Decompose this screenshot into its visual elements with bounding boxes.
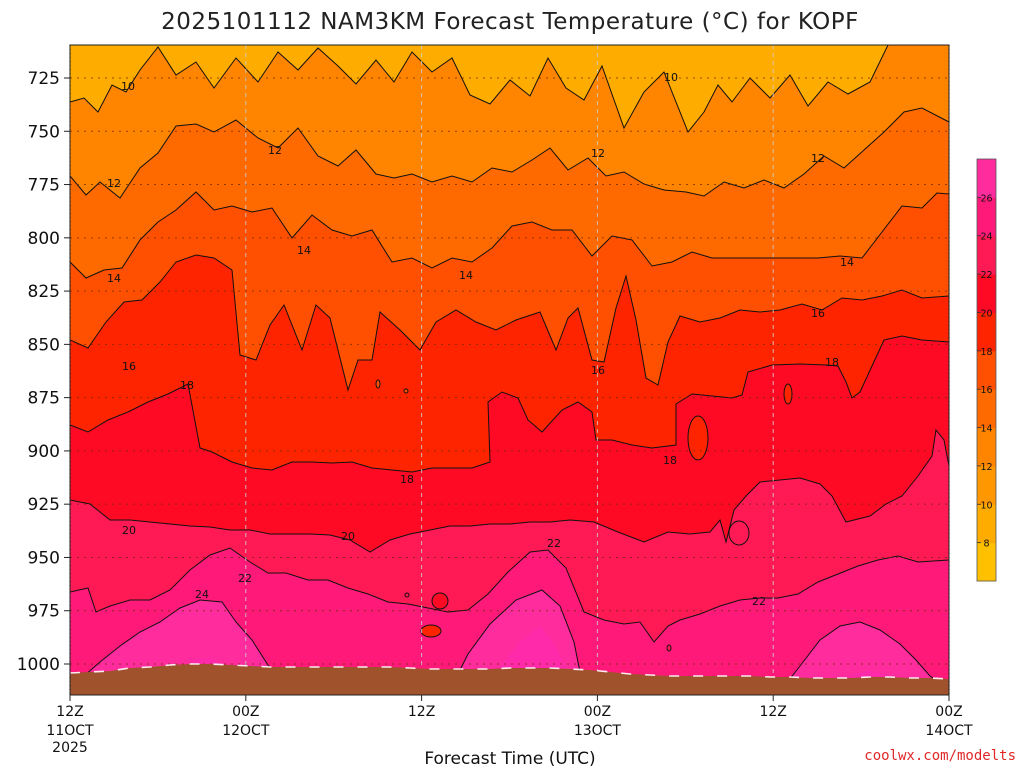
contour-label: 16 <box>122 360 136 373</box>
blob-tiny-4 <box>666 644 672 652</box>
x-tick-label: 13OCT <box>574 723 622 739</box>
y-tick-label: 850 <box>28 335 60 355</box>
colorbar-swatch <box>977 465 996 505</box>
contour-label: 18 <box>180 379 194 392</box>
y-tick-label: 775 <box>28 176 60 196</box>
contour-14 <box>70 191 949 279</box>
x-tick-label: 12Z <box>408 704 435 720</box>
contour-label: 18 <box>825 356 839 369</box>
contour-label: 22 <box>752 595 766 608</box>
contour-label: 12 <box>107 177 121 190</box>
colorbar-label: 16 <box>980 385 992 396</box>
band-26-28 <box>70 590 949 694</box>
colorbar-label: 10 <box>980 500 992 511</box>
colorbar-label: 8 <box>983 539 989 550</box>
x-tick-label: 00Z <box>935 704 962 720</box>
colorbar: 8 10 12 14 16 18 20 22 24 26 <box>976 158 997 582</box>
blob-cool-3 <box>431 592 449 610</box>
warm-pocket <box>160 626 906 694</box>
x-tick-label: 12Z <box>56 704 83 720</box>
blob-cool-1 <box>687 415 709 461</box>
contour-22 <box>70 547 949 643</box>
colorbar-swatch <box>977 274 996 313</box>
colorbar-label: 18 <box>980 347 992 358</box>
blob-cool-4 <box>420 624 442 638</box>
contour-label: 14 <box>840 256 854 269</box>
y-tick-label: 1000 <box>17 655 60 675</box>
contour-18 <box>70 335 949 473</box>
contour-12 <box>70 107 949 199</box>
colorbar-label: 12 <box>980 462 992 473</box>
x-tick-label: 00Z <box>232 704 259 720</box>
contour-label: 18 <box>663 454 677 467</box>
contour-16 <box>70 254 949 392</box>
ground-surface <box>70 664 949 695</box>
plot-area: 10 10 12 12 12 12 14 14 14 14 16 16 16 18 18 18 18 20 20 22… <box>70 45 949 695</box>
colorbar-swatch <box>977 159 996 198</box>
blob-warm-1 <box>728 520 750 546</box>
contour-label: 16 <box>811 307 825 320</box>
contour-label: 18 <box>400 473 414 486</box>
contour-label: 12 <box>811 152 825 165</box>
x-tick-label: 12OCT <box>222 723 270 739</box>
contour-label: 14 <box>297 244 311 257</box>
contour-labels: 10 10 12 12 12 12 14 14 14 14 16 16 16 18 18 18 18 20 20 22… <box>107 71 854 608</box>
colorbar-label: 22 <box>980 270 992 281</box>
colorbar-label: 26 <box>980 193 992 204</box>
colorbar-swatch <box>977 197 996 237</box>
colorbar-swatch <box>977 312 996 352</box>
colorbar-swatch <box>977 235 996 275</box>
blob-tiny-3 <box>404 592 410 598</box>
colorbar-label: 20 <box>980 308 992 319</box>
contour-label: 22 <box>238 572 252 585</box>
contour-label: 20 <box>122 524 136 537</box>
x-tick-label: 14OCT <box>925 723 973 739</box>
colorbar-swatch <box>977 389 996 429</box>
blob-cool-2 <box>783 383 793 405</box>
contour-label: 10 <box>664 71 678 84</box>
y-tick-label: 900 <box>28 442 60 462</box>
credit-text: coolwx.com/modelts <box>864 748 1016 764</box>
ground-edge <box>70 663 949 680</box>
contour-label: 12 <box>591 147 605 160</box>
colorbar-label: 24 <box>980 232 992 243</box>
y-tick-label: 800 <box>28 229 60 249</box>
y-tick-label: 875 <box>28 389 60 409</box>
contour-label: 22 <box>547 537 561 550</box>
blob-tiny-1 <box>375 379 381 389</box>
colorbar-frame <box>976 158 997 582</box>
y-axis: 725 750 775 800 825 850 875 900 925 950 975 1000 <box>17 69 70 675</box>
y-tick-label: 975 <box>28 602 60 622</box>
contour-24 <box>70 589 949 695</box>
y-tick-label: 725 <box>28 69 60 89</box>
x-axis-title: Forecast Time (UTC) <box>424 749 595 768</box>
x-tick-label: 12Z <box>759 704 786 720</box>
contour-label: 16 <box>591 364 605 377</box>
colorbar-swatch <box>977 542 996 582</box>
colorbar-swatch <box>977 350 996 390</box>
x-tick-label: 2025 <box>52 740 88 756</box>
y-tick-label: 950 <box>28 548 60 568</box>
x-tick-label: 00Z <box>584 704 611 720</box>
contour-label: 14 <box>107 272 121 285</box>
contour-label: 10 <box>121 80 135 93</box>
x-tick-label: 11OCT <box>46 723 94 739</box>
y-tick-label: 825 <box>28 282 60 302</box>
contour-20 <box>70 428 949 553</box>
contour-label: 12 <box>268 144 282 157</box>
chart-title: 2025101112 NAM3KM Forecast Temperature (… <box>161 9 859 35</box>
colorbar-swatch <box>977 504 996 544</box>
contour-label: 20 <box>341 530 355 543</box>
y-tick-label: 925 <box>28 495 60 515</box>
colorbar-swatch <box>977 427 996 467</box>
blob-tiny-2 <box>403 388 409 394</box>
colorbar-label: 14 <box>980 424 992 435</box>
contour-label: 14 <box>459 269 473 282</box>
contour-10 <box>70 45 949 133</box>
contour-label: 24 <box>195 588 209 601</box>
y-tick-label: 750 <box>28 122 60 142</box>
